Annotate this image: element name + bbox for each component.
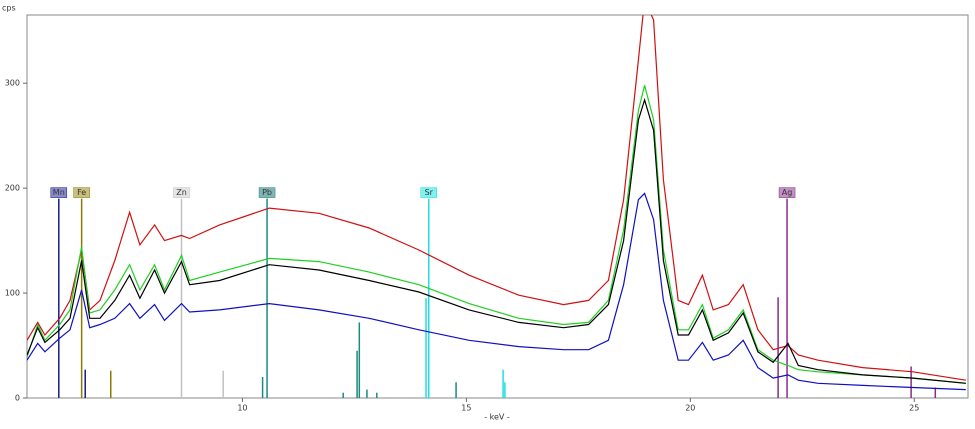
y-tick-label: 0 <box>15 394 20 403</box>
y-tick-label: 200 <box>5 184 20 193</box>
spectrum-line <box>27 85 966 384</box>
x-tick-label: 20 <box>685 404 695 413</box>
spectrum-line <box>27 97 966 384</box>
element-label: Ag <box>782 188 793 197</box>
y-tick-label: 300 <box>5 79 20 88</box>
spectrum-line <box>27 192 966 391</box>
element-label-box <box>420 187 438 198</box>
y-axis-label: cps <box>2 4 16 13</box>
element-label: Mn <box>53 188 65 197</box>
x-axis-label: - keV - <box>484 413 510 422</box>
plot-area <box>27 15 966 398</box>
element-label-box <box>50 187 68 198</box>
element-label-box <box>778 187 796 198</box>
element-label: Sr <box>425 188 434 197</box>
element-label-box <box>173 187 190 198</box>
y-tick-label: 100 <box>5 289 20 298</box>
x-tick-label: 25 <box>909 404 919 413</box>
x-tick-label: 15 <box>461 404 471 413</box>
element-label-box <box>258 187 276 198</box>
x-tick-label: 10 <box>237 404 247 413</box>
element-label-box <box>73 187 90 198</box>
element-label: Pb <box>262 188 272 197</box>
element-label: Zn <box>176 188 187 197</box>
element-label: Fe <box>77 188 86 197</box>
spectrum-line <box>27 15 966 381</box>
plot-frame <box>26 14 969 399</box>
